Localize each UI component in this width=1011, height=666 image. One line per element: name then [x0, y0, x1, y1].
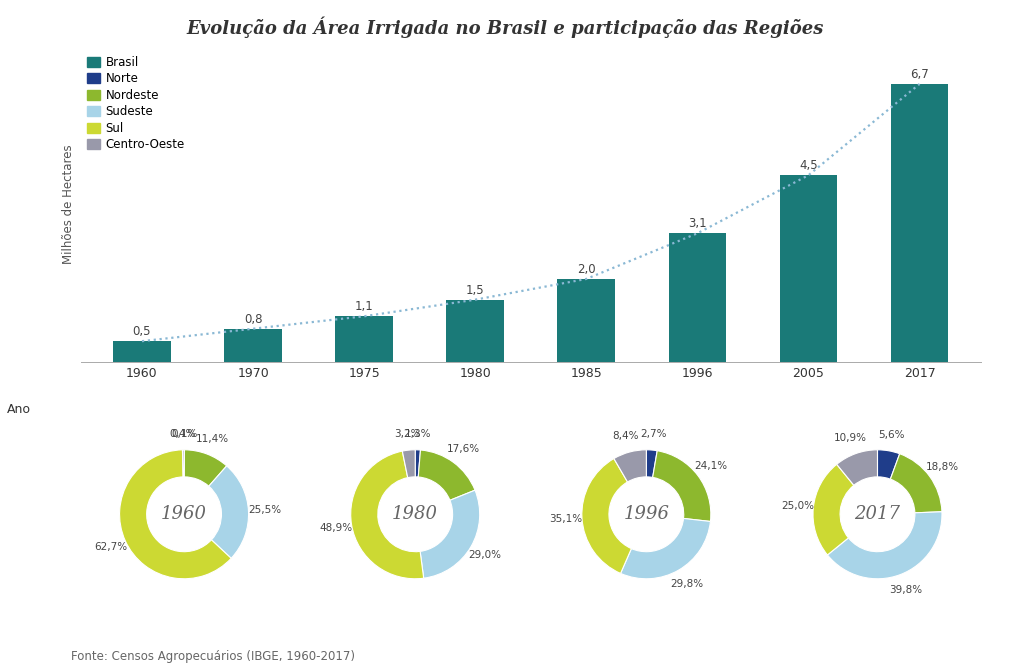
Wedge shape: [416, 450, 421, 477]
Text: 1,3%: 1,3%: [405, 429, 432, 439]
Wedge shape: [421, 490, 479, 578]
Text: Fonte: Censos Agropecuários (IBGE, 1960-2017): Fonte: Censos Agropecuários (IBGE, 1960-…: [71, 649, 355, 663]
Text: 18,8%: 18,8%: [926, 462, 959, 472]
Bar: [336, 316, 393, 362]
Wedge shape: [209, 466, 249, 558]
Text: 1980: 1980: [392, 505, 438, 523]
Text: 3,1: 3,1: [688, 217, 707, 230]
Wedge shape: [582, 459, 632, 573]
Text: 5,6%: 5,6%: [879, 430, 905, 440]
Text: 10,9%: 10,9%: [834, 434, 867, 444]
Wedge shape: [351, 451, 424, 579]
Bar: [446, 300, 504, 362]
Legend: Brasil, Norte, Nordeste, Sudeste, Sul, Centro-Oeste: Brasil, Norte, Nordeste, Sudeste, Sul, C…: [87, 56, 185, 151]
Bar: [668, 233, 726, 362]
Text: 8,4%: 8,4%: [612, 432, 639, 442]
Text: Ano: Ano: [7, 403, 31, 416]
Text: 2017: 2017: [854, 505, 901, 523]
Text: 48,9%: 48,9%: [319, 523, 352, 533]
Bar: [779, 175, 837, 362]
Wedge shape: [419, 450, 475, 500]
Text: 0,8: 0,8: [244, 313, 262, 326]
Bar: [113, 341, 171, 362]
Bar: [557, 279, 616, 362]
Wedge shape: [813, 464, 854, 555]
Text: 3,2%: 3,2%: [394, 429, 421, 439]
Wedge shape: [837, 450, 878, 486]
Text: Evolução da Área Irrigada no Brasil e participação das Regiões: Evolução da Área Irrigada no Brasil e pa…: [187, 17, 824, 38]
Text: 62,7%: 62,7%: [94, 542, 127, 552]
Bar: [224, 329, 282, 362]
Wedge shape: [621, 518, 711, 579]
Text: 29,0%: 29,0%: [468, 550, 501, 560]
Text: 2,7%: 2,7%: [640, 429, 666, 439]
Text: 1960: 1960: [161, 505, 207, 523]
Wedge shape: [614, 450, 646, 482]
Wedge shape: [119, 450, 232, 579]
Wedge shape: [891, 454, 942, 513]
Y-axis label: Milhões de Hectares: Milhões de Hectares: [63, 145, 76, 264]
Text: 24,1%: 24,1%: [695, 461, 727, 471]
Text: 4,5: 4,5: [799, 159, 818, 172]
Text: 1996: 1996: [624, 505, 669, 523]
Text: 25,0%: 25,0%: [780, 501, 814, 511]
Text: 6,7: 6,7: [910, 68, 929, 81]
Wedge shape: [402, 450, 416, 478]
Text: 2,0: 2,0: [577, 263, 595, 276]
Text: 0,1%: 0,1%: [171, 429, 197, 439]
Text: 25,5%: 25,5%: [248, 505, 281, 515]
Wedge shape: [827, 511, 942, 579]
Text: 1,5: 1,5: [466, 284, 484, 297]
Wedge shape: [646, 450, 657, 478]
Wedge shape: [182, 450, 184, 477]
Wedge shape: [184, 450, 226, 486]
Text: 39,8%: 39,8%: [890, 585, 922, 595]
Text: 0,5: 0,5: [132, 325, 152, 338]
Wedge shape: [653, 451, 711, 521]
Bar: [891, 84, 948, 362]
Text: 17,6%: 17,6%: [447, 444, 479, 454]
Text: 29,8%: 29,8%: [670, 579, 704, 589]
Text: 0,4%: 0,4%: [170, 429, 196, 439]
Text: 11,4%: 11,4%: [196, 434, 229, 444]
Text: 35,1%: 35,1%: [549, 514, 582, 524]
Wedge shape: [878, 450, 900, 479]
Text: 1,1: 1,1: [355, 300, 373, 314]
